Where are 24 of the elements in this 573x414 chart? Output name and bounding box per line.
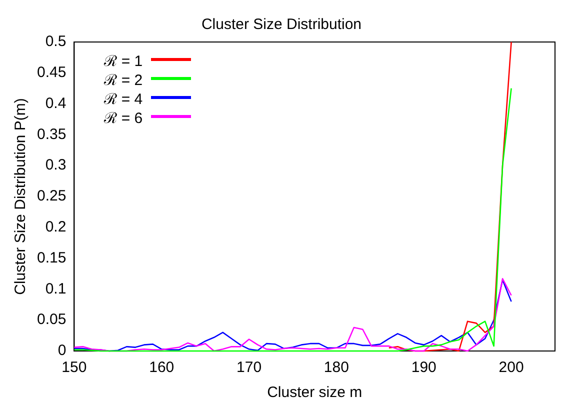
x-axis-title: Cluster size m bbox=[267, 384, 362, 402]
x-tick-label: 170 bbox=[236, 359, 262, 376]
legend-label: ℛ = 4 bbox=[104, 90, 143, 108]
legend-label: ℛ = 1 bbox=[104, 52, 143, 70]
y-tick-label: 0.5 bbox=[45, 33, 66, 50]
y-tick-label: 0.15 bbox=[36, 249, 66, 266]
y-tick-label: 0.1 bbox=[45, 280, 66, 298]
y-tick-label: 0.05 bbox=[36, 311, 66, 328]
y-tick-label: 0.2 bbox=[45, 218, 66, 236]
y-axis-title: Cluster Size Distribution P(m) bbox=[12, 98, 30, 295]
x-tick-label: 190 bbox=[411, 359, 436, 376]
legend-label: ℛ = 6 bbox=[104, 108, 143, 126]
legend-label: ℛ = 2 bbox=[104, 70, 143, 88]
y-tick-label: 0.25 bbox=[36, 188, 66, 205]
x-tick-label: 150 bbox=[62, 359, 87, 376]
chart-title: Cluster Size Distribution bbox=[201, 16, 362, 34]
y-tick-label: 0.35 bbox=[36, 126, 66, 143]
y-tick-label: 0 bbox=[58, 342, 66, 360]
x-tick-label: 200 bbox=[498, 359, 524, 376]
y-tick-label: 0.3 bbox=[45, 156, 66, 174]
y-tick-label: 0.45 bbox=[36, 64, 66, 82]
x-tick-label: 180 bbox=[324, 359, 349, 376]
x-tick-label: 160 bbox=[149, 359, 174, 376]
y-tick-label: 0.4 bbox=[45, 94, 66, 112]
